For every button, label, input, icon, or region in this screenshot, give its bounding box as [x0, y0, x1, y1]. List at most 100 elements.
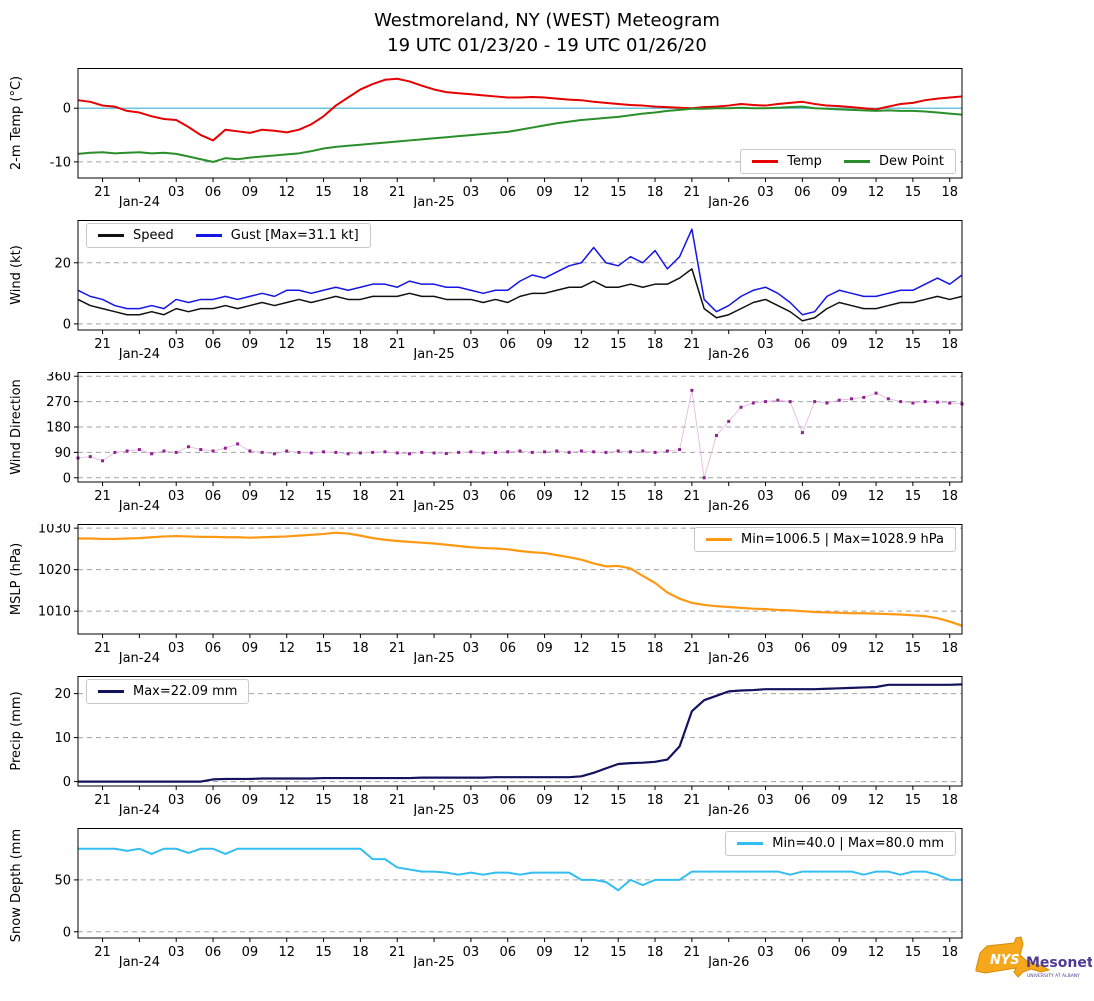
- y-tick-label: 20: [54, 256, 71, 271]
- wind_direction-point: [874, 391, 878, 395]
- wind_direction-point: [506, 450, 510, 454]
- x-tick-label: 12: [278, 793, 295, 808]
- x-tick-label: 03: [757, 489, 774, 504]
- legend-label: Min=1006.5 | Max=1028.9 hPa: [741, 532, 944, 547]
- y-tick-label: 1010: [38, 605, 71, 620]
- x-tick-label: 03: [757, 793, 774, 808]
- plot-border: [77, 372, 963, 483]
- wind_direction-point: [899, 400, 903, 404]
- x-tick-label: 21: [389, 945, 406, 960]
- wind_direction-point: [88, 455, 92, 459]
- x-tick-label: 21: [94, 337, 111, 352]
- x-tick-label: 15: [905, 945, 922, 960]
- logo-mesonet-text: Mesonet: [1026, 955, 1092, 971]
- x-tick-label: 09: [242, 185, 259, 200]
- wind_direction-point: [555, 449, 559, 453]
- x-tick-label: 12: [278, 945, 295, 960]
- wind_direction-point: [199, 448, 203, 452]
- wind_direction-point: [420, 450, 424, 454]
- x-tick-label: 06: [205, 945, 222, 960]
- y-tick-label: -10: [50, 155, 71, 170]
- precip-ylabel: Precip (mm): [9, 691, 24, 770]
- wind_direction-point: [518, 449, 522, 453]
- wind-ylabel: Wind (kt): [9, 245, 24, 305]
- x-tick-label: 12: [573, 489, 590, 504]
- x-tick-label: 09: [242, 489, 259, 504]
- wind_direction-point: [862, 395, 866, 399]
- x-tick-label: 03: [168, 793, 185, 808]
- x-tick-label: 12: [868, 641, 885, 656]
- x-tick-label: 06: [794, 489, 811, 504]
- logo-nys-text: NYS: [990, 953, 1020, 968]
- wind_direction-point: [334, 450, 338, 454]
- x-tick-label: 15: [905, 793, 922, 808]
- x-tick-label: 15: [610, 793, 627, 808]
- x-tick-label: 18: [647, 945, 664, 960]
- x-tick-label: 09: [831, 793, 848, 808]
- wind_direction-point: [137, 448, 141, 452]
- x-tick-label: 18: [941, 337, 958, 352]
- wind_direction-point: [935, 400, 939, 404]
- x-tick-label: 18: [647, 489, 664, 504]
- wind_direction-point: [653, 450, 657, 454]
- plot-border: [77, 68, 963, 179]
- legend-entry: Gust [Max=31.1 kt]: [195, 228, 359, 243]
- wind_direction-point: [162, 449, 166, 453]
- x-tick-label: 15: [905, 641, 922, 656]
- x-tick-label: 21: [94, 489, 111, 504]
- x-tick-label: 03: [168, 945, 185, 960]
- speed-line: [77, 268, 963, 322]
- x-tick-label: 03: [757, 641, 774, 656]
- x-tick-label: 21: [389, 337, 406, 352]
- legend-entry: Min=40.0 | Max=80.0 mm: [737, 836, 944, 851]
- wind_direction-point: [579, 449, 583, 453]
- x-tick-label: 09: [831, 489, 848, 504]
- wind_direction-point: [678, 448, 682, 452]
- x-tick-label: 12: [868, 793, 885, 808]
- plot-border: [77, 220, 963, 331]
- x-tick-label: 18: [647, 185, 664, 200]
- x-tick-label: 09: [536, 945, 553, 960]
- wind_direction-point: [739, 405, 743, 409]
- x-tick-label: 03: [168, 185, 185, 200]
- snow_depth-ylabel: Snow Depth (mm): [9, 828, 24, 942]
- panel-temp: -10 0 21 Jan-24 03 06 09 12 15 18 21 Jan-25 03 06 09 12…: [0, 68, 1094, 208]
- y-tick-label: 1020: [38, 563, 71, 578]
- y-tick-label: 50: [54, 873, 71, 888]
- chart-title: Westmoreland, NY (WEST) Meteogram: [374, 10, 720, 31]
- wind_direction-point: [886, 397, 890, 401]
- legend-label: Max=22.09 mm: [133, 684, 238, 699]
- wind_direction-point: [493, 450, 497, 454]
- x-tick-label: 09: [536, 185, 553, 200]
- wind_direction-point: [690, 388, 694, 392]
- wind_direction-point: [751, 401, 755, 405]
- x-tick-label: 03: [463, 641, 480, 656]
- wind_direction-point: [702, 476, 706, 480]
- wind-legend: Speed Gust [Max=31.1 kt]: [86, 223, 371, 248]
- y-tick-label: 90: [54, 446, 71, 461]
- panel-precip: 0 10 20 21 Jan-24 03 06 09 12 15 18 21 Jan-25 03 06 09 1…: [0, 676, 1094, 816]
- x-tick-label: 06: [794, 793, 811, 808]
- plot-border: [77, 524, 963, 635]
- wind_direction-point: [481, 451, 485, 455]
- mslp-chart: 1010 1020 1030 21 Jan-24 03 06 09 12 15 18 21 Jan-25…: [9, 524, 963, 664]
- x-tick-label: 03: [757, 945, 774, 960]
- mslp-ylabel: MSLP (hPa): [9, 543, 24, 615]
- x-tick-label: 06: [205, 793, 222, 808]
- x-tick-label: 15: [315, 641, 332, 656]
- wind_direction-point: [457, 450, 461, 454]
- y-tick-label: 20: [54, 687, 71, 702]
- legend-line-sample: [752, 160, 779, 163]
- x-tick-label: 15: [315, 793, 332, 808]
- legend-line-sample: [195, 234, 222, 237]
- wind-chart: 0 20 21 Jan-24 03 06 09 12 15 18 21 Jan-25 03 06 09 12 1…: [9, 220, 963, 360]
- wind_direction-point: [223, 446, 227, 450]
- temp-legend: Temp Dew Point: [740, 149, 956, 174]
- legend-label: Min=40.0 | Max=80.0 mm: [772, 836, 944, 851]
- x-tick-label: 09: [242, 641, 259, 656]
- wind_direction-point: [432, 451, 436, 455]
- x-tick-date-label: Jan-24: [118, 347, 160, 360]
- precip-legend: Max=22.09 mm: [86, 679, 250, 704]
- x-tick-date-label: Jan-24: [118, 651, 160, 664]
- x-tick-date-label: Jan-25: [412, 195, 454, 208]
